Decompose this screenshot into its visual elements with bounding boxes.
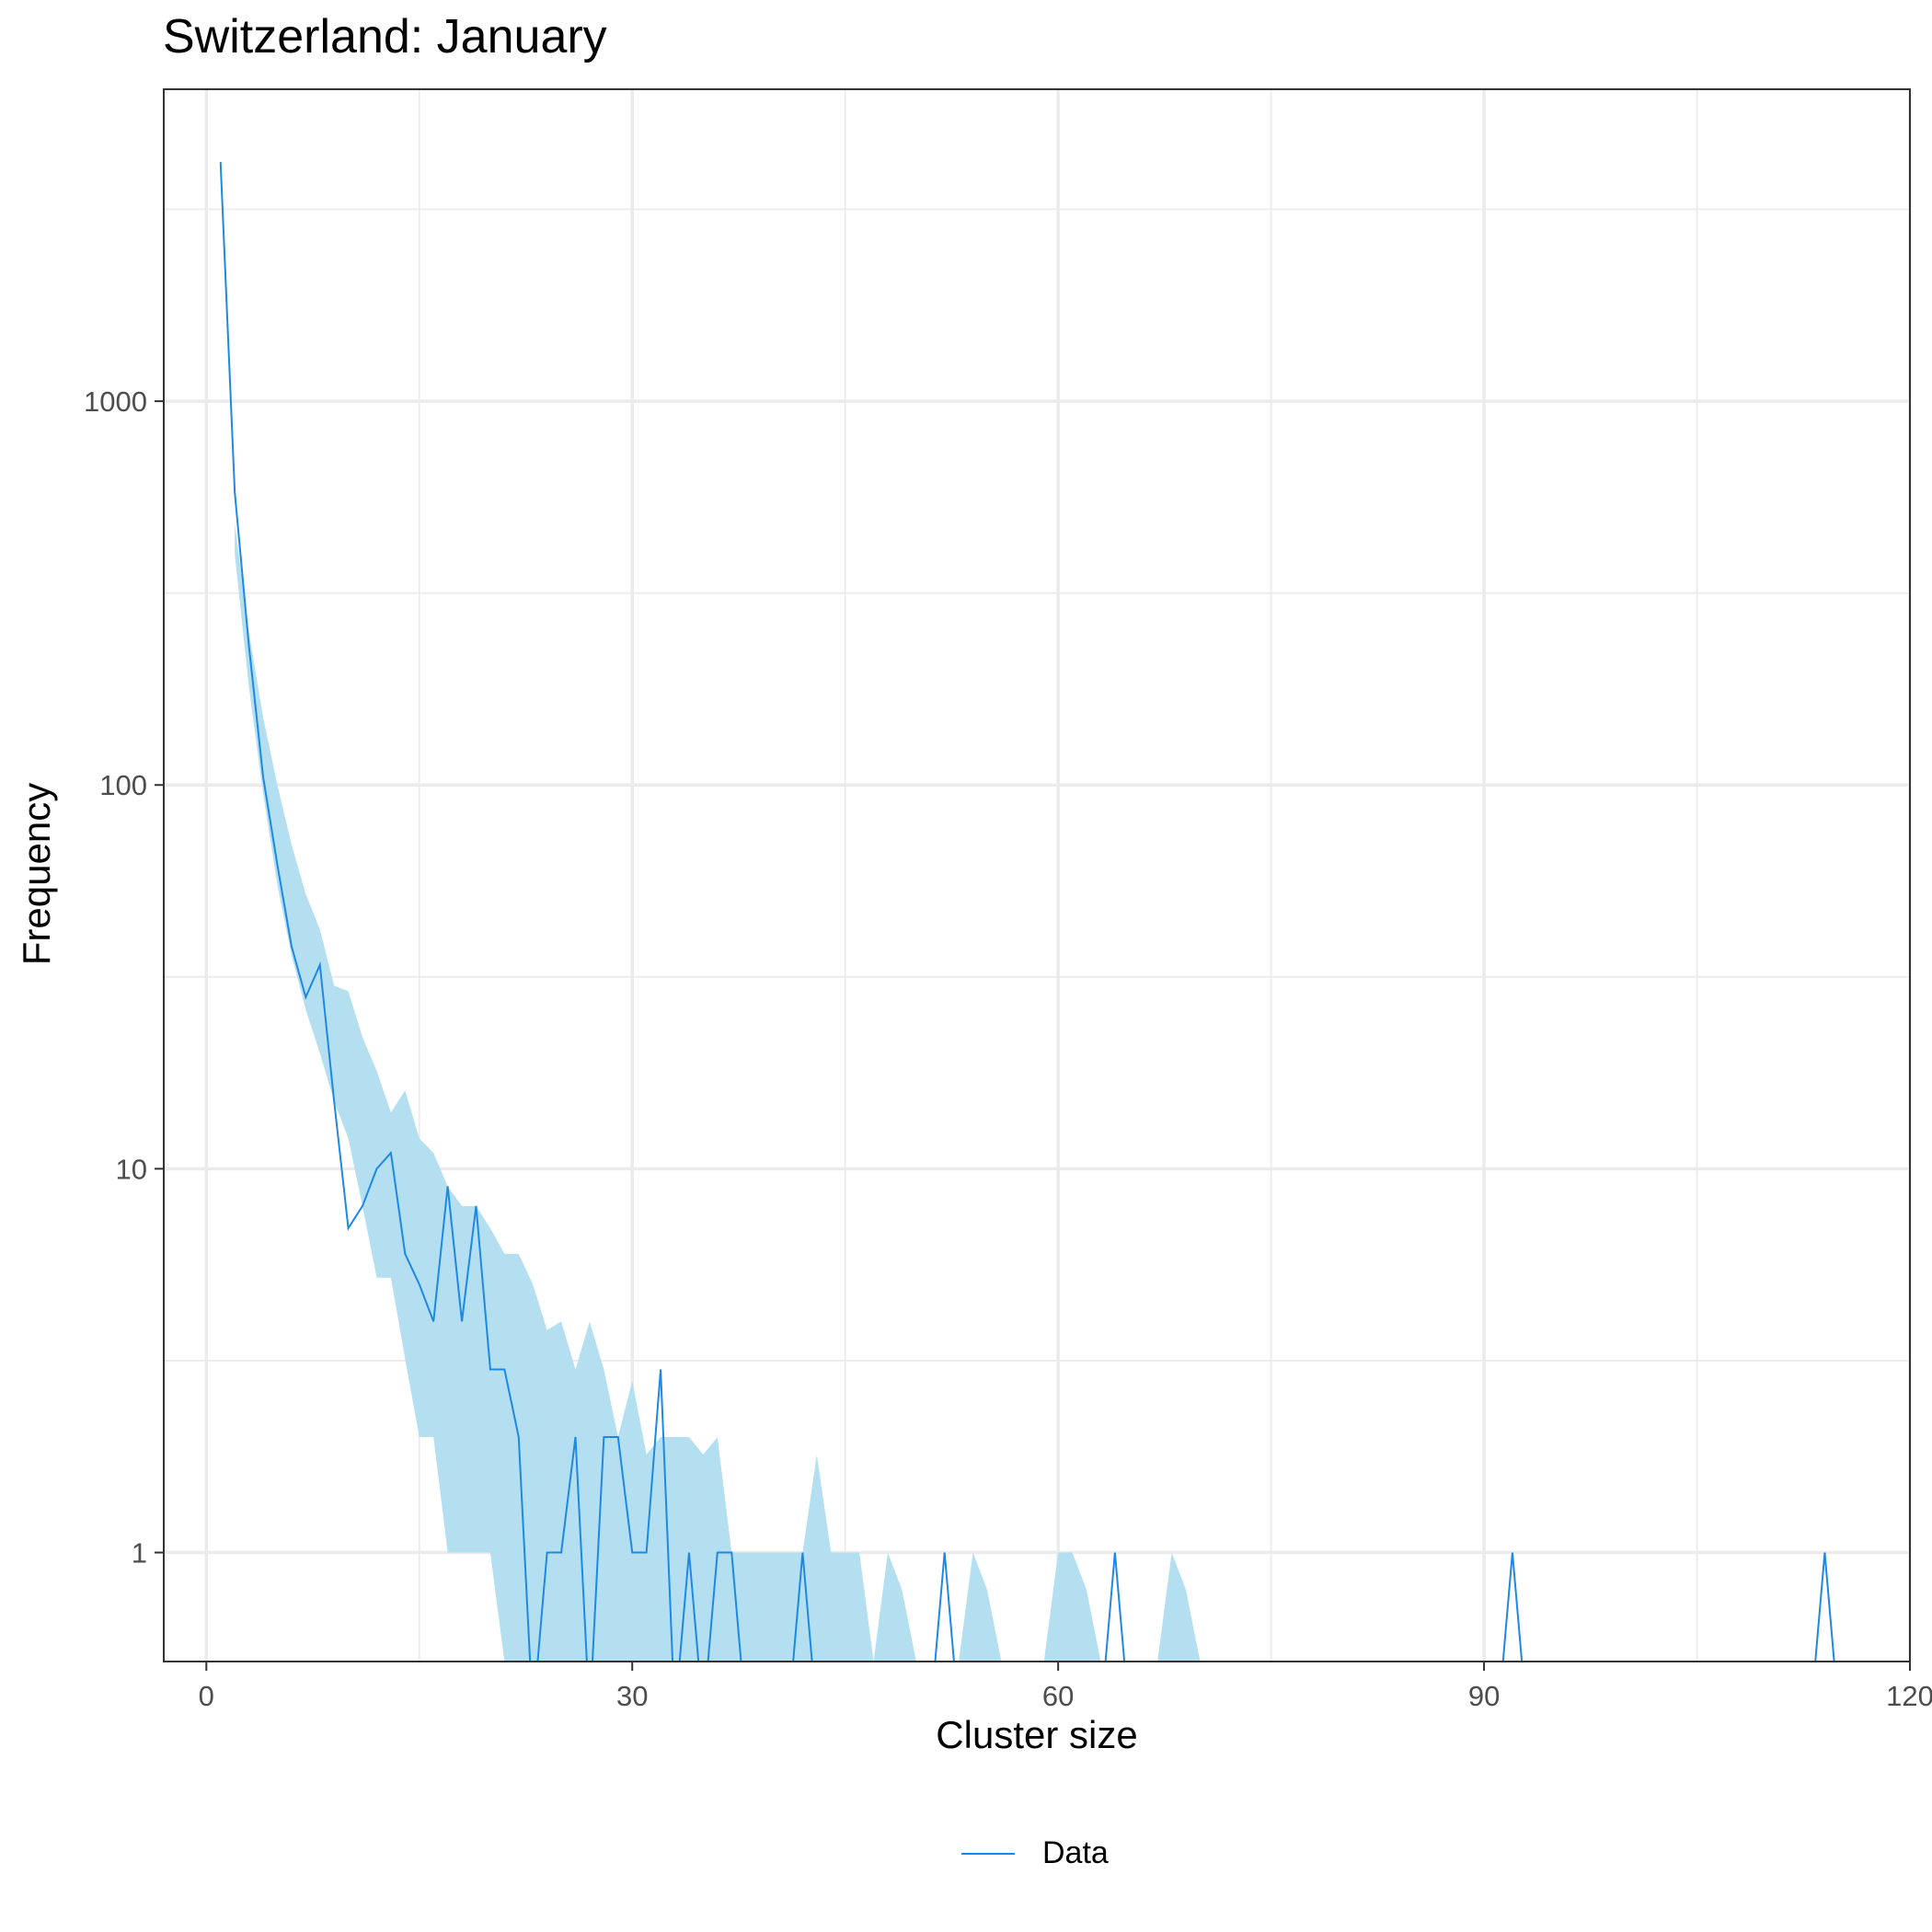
x-tick-label: 30 xyxy=(616,1680,648,1712)
legend-label-data: Data xyxy=(1042,1835,1109,1870)
legend-key-data xyxy=(961,1852,1015,1855)
confidence-band xyxy=(235,523,1201,1662)
x-axis-label: Cluster size xyxy=(936,1713,1138,1756)
x-tick-label: 90 xyxy=(1468,1680,1500,1712)
x-tick-label: 60 xyxy=(1042,1680,1074,1712)
data-series-line xyxy=(219,162,1835,1662)
x-tick-label: 0 xyxy=(199,1680,214,1712)
chart-title: Switzerland: January xyxy=(163,10,607,63)
y-tick-label: 1 xyxy=(132,1537,147,1570)
legend: Data xyxy=(961,1835,1109,1871)
y-axis-label: Frequency xyxy=(15,782,58,966)
y-tick-label: 100 xyxy=(99,769,147,801)
x-tick-label: 120 xyxy=(1886,1680,1932,1712)
plot-panel-border xyxy=(163,88,1911,1662)
y-tick-label: 10 xyxy=(116,1153,147,1185)
data-line-layer xyxy=(219,162,1835,1662)
y-tick-label: 1000 xyxy=(84,385,147,418)
confidence-band-area xyxy=(235,523,1201,1662)
